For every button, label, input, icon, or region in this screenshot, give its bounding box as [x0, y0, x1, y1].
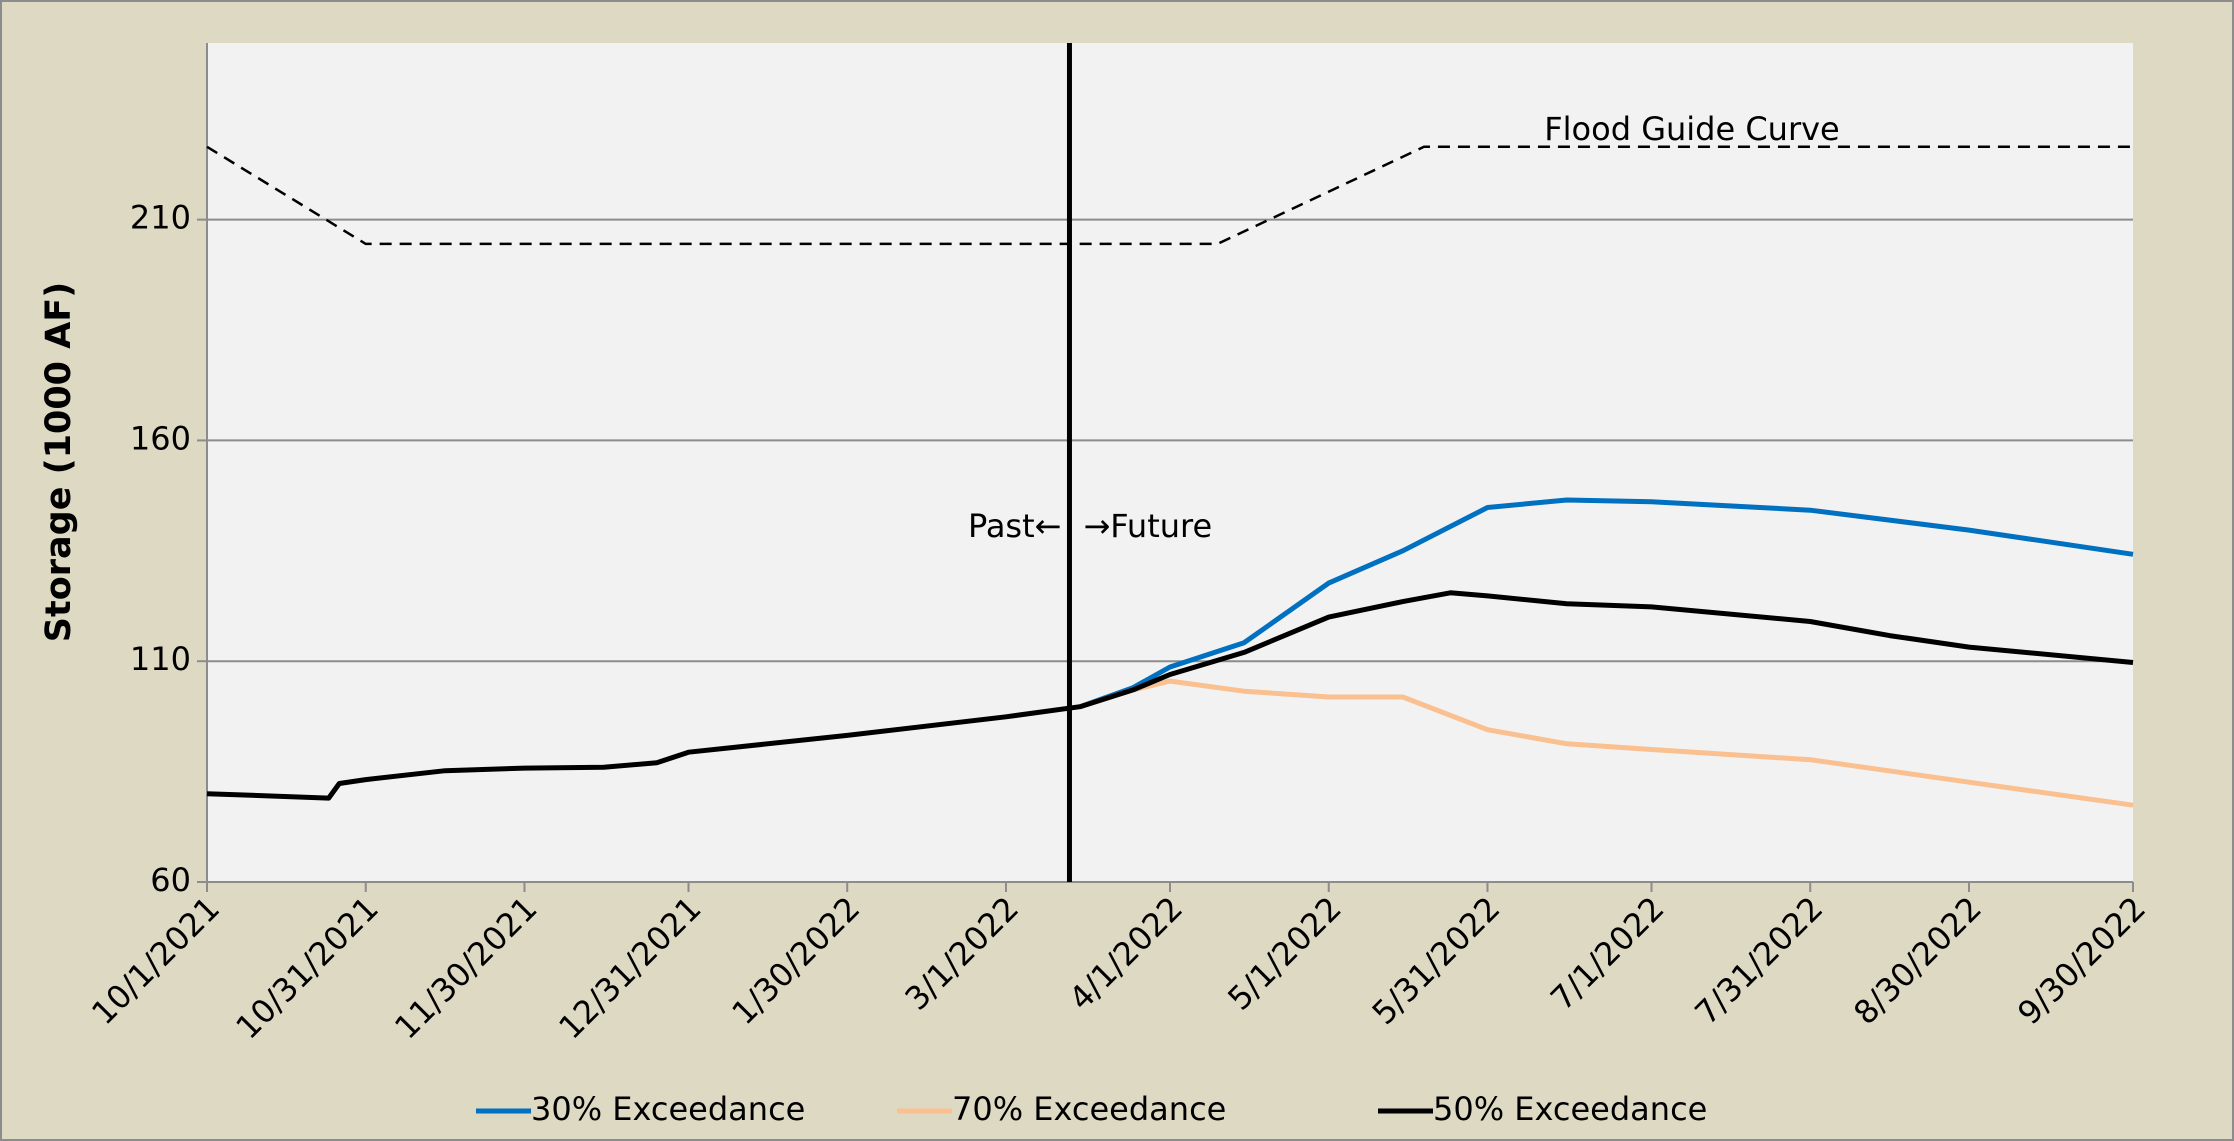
plot-area: [207, 43, 2133, 882]
y-axis-label: Storage (1000 AF): [39, 282, 79, 642]
series-line: [206, 590, 2134, 801]
y-tick-label: 110: [130, 640, 191, 678]
legend-label: 30% Exceedance: [531, 1090, 805, 1128]
divider-left-label: Past←: [968, 507, 1062, 545]
legend-label: 70% Exceedance: [952, 1090, 1226, 1128]
guide-curve-label: Flood Guide Curve: [1544, 110, 1839, 148]
legend-label: 50% Exceedance: [1433, 1090, 1707, 1128]
y-tick-label: 210: [130, 199, 191, 237]
series-line: [1079, 497, 2134, 710]
divider-right-label: →Future: [1083, 507, 1212, 545]
series-line: [1079, 678, 2134, 808]
y-tick-label: 160: [130, 419, 191, 457]
guide-curve: [206, 145, 2133, 246]
y-tick-label: 60: [150, 861, 191, 899]
